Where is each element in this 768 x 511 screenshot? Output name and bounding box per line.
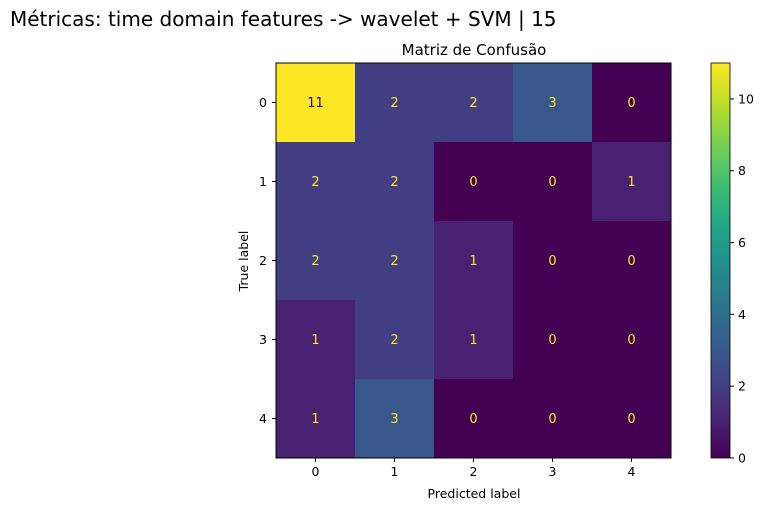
- heatmap-cell: [276, 142, 355, 221]
- heatmap-cells: 11 2 2 3 0 2 2 0 0 1 2 2 1 0 0 1 2 1 0 0 1 3 0 0 0: [276, 63, 671, 458]
- heatmap-cell: [355, 221, 434, 300]
- colorbar-tick-label: 0: [738, 451, 746, 466]
- heatmap-cell: [276, 300, 355, 379]
- heatmap-cell: [434, 63, 513, 142]
- cell-value-label: 2: [311, 175, 319, 190]
- cell-value-label: 0: [627, 412, 635, 427]
- x-tick-label: 3: [549, 464, 557, 479]
- cell-value-label: 2: [390, 254, 398, 269]
- y-tick-label: 2: [259, 253, 267, 268]
- cell-value-label: 1: [311, 412, 319, 427]
- x-tick-label: 2: [470, 464, 478, 479]
- cell-value-label: 1: [311, 333, 319, 348]
- heatmap-cell: [592, 221, 671, 300]
- cell-value-label: 0: [548, 254, 556, 269]
- heatmap-cell: [355, 379, 434, 458]
- heatmap-cell: [276, 63, 355, 142]
- heatmap-cell: [355, 63, 434, 142]
- heatmap-cell: [355, 300, 434, 379]
- colorbar-tick-label: 10: [738, 91, 754, 106]
- y-axis-label: True label: [236, 231, 251, 293]
- colorbar-tick-label: 2: [738, 379, 746, 394]
- y-tick-label: 3: [259, 332, 267, 347]
- x-axis-label: Predicted label: [428, 486, 521, 501]
- heatmap-cell: [513, 379, 592, 458]
- colorbar-tick-label: 8: [738, 163, 746, 178]
- x-tick-label: 4: [628, 464, 636, 479]
- heatmap-cell: [276, 221, 355, 300]
- chart-title: Matriz de Confusão: [402, 41, 547, 59]
- figure-title: Métricas: time domain features -> wavele…: [10, 7, 557, 31]
- colorbar-ticks: 0 2 4 6 8 10: [730, 91, 754, 466]
- heatmap-cell: [513, 300, 592, 379]
- cell-value-label: 11: [307, 96, 324, 111]
- cell-value-label: 0: [627, 333, 635, 348]
- x-tick-label: 1: [391, 464, 399, 479]
- cell-value-label: 1: [469, 333, 477, 348]
- heatmap-cell: [434, 142, 513, 221]
- heatmap-cell: [592, 142, 671, 221]
- cell-value-label: 2: [469, 96, 477, 111]
- cell-value-label: 0: [548, 175, 556, 190]
- y-axis: 0 1 2 3 4: [259, 95, 276, 426]
- colorbar: [710, 62, 731, 459]
- cell-value-label: 0: [548, 412, 556, 427]
- heatmap-cell: [434, 300, 513, 379]
- heatmap-cell: [434, 221, 513, 300]
- heatmap-cell: [513, 63, 592, 142]
- heatmap-cell: [513, 221, 592, 300]
- heatmap-cell: [513, 142, 592, 221]
- colorbar-tick-label: 4: [738, 307, 746, 322]
- cell-value-label: 2: [311, 254, 319, 269]
- cell-value-label: 1: [627, 175, 635, 190]
- x-axis: 0 1 2 3 4: [312, 458, 636, 479]
- cell-value-label: 0: [469, 412, 477, 427]
- cell-value-label: 2: [390, 175, 398, 190]
- heatmap-cell: [355, 142, 434, 221]
- y-tick-label: 0: [259, 95, 267, 110]
- cell-value-label: 0: [627, 96, 635, 111]
- cell-value-label: 2: [390, 96, 398, 111]
- heatmap-cell: [592, 300, 671, 379]
- x-tick-label: 0: [312, 464, 320, 479]
- heatmap-cell: [592, 379, 671, 458]
- colorbar-tick-label: 6: [738, 235, 746, 250]
- cell-value-label: 3: [548, 96, 556, 111]
- heatmap-cell: [434, 379, 513, 458]
- heatmap-cell: [276, 379, 355, 458]
- cell-value-label: 1: [469, 254, 477, 269]
- y-tick-label: 4: [259, 411, 267, 426]
- y-tick-label: 1: [259, 174, 267, 189]
- cell-value-label: 3: [390, 412, 398, 427]
- cell-value-label: 2: [390, 333, 398, 348]
- cell-value-label: 0: [627, 254, 635, 269]
- cell-value-label: 0: [548, 333, 556, 348]
- heatmap-cell: [592, 63, 671, 142]
- cell-value-label: 0: [469, 175, 477, 190]
